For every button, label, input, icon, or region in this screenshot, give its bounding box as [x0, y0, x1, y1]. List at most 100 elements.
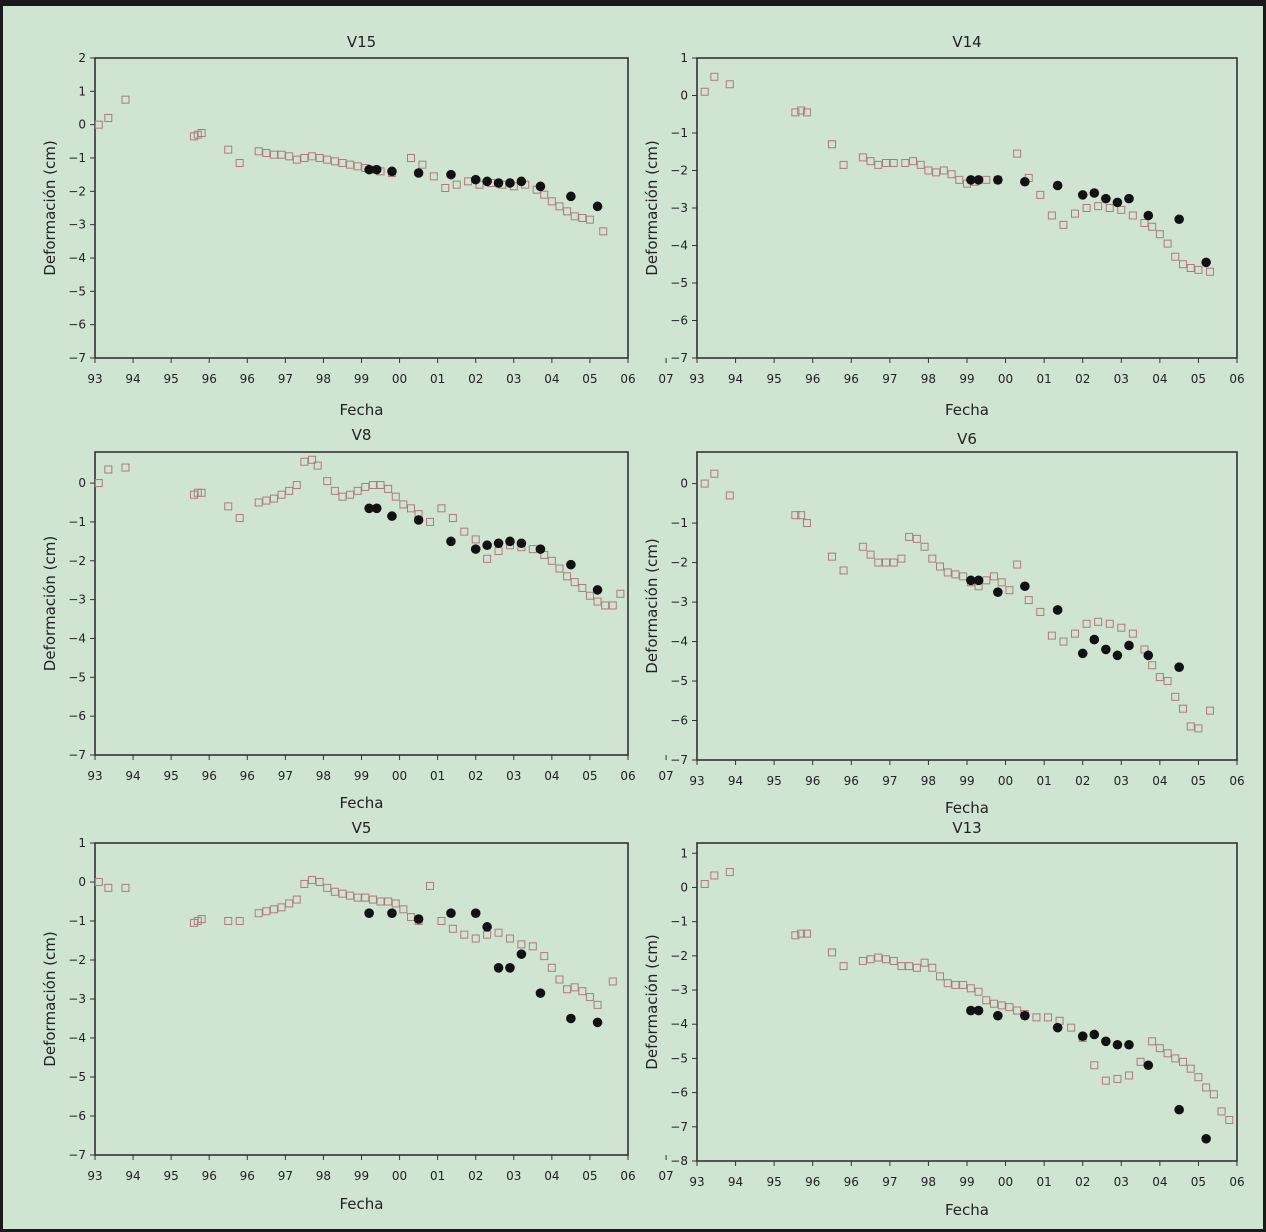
data-point-circle	[1143, 1060, 1154, 1071]
data-point-circle	[413, 515, 424, 525]
data-point-square	[277, 150, 286, 159]
data-point-square	[277, 490, 286, 499]
y-axis-label: Deformación (cm)	[643, 538, 661, 673]
data-point-circle	[482, 540, 492, 551]
x-tick-label: 04	[544, 769, 559, 783]
plot-area	[94, 451, 629, 756]
data-point-square	[292, 481, 301, 490]
x-tick-label: 01	[1037, 372, 1052, 386]
data-point-square	[483, 930, 492, 939]
x-tick-label: 96	[805, 774, 820, 788]
data-point-square	[262, 496, 271, 505]
data-point-square	[700, 479, 709, 488]
data-point-square	[1155, 1044, 1164, 1053]
data-point-square	[1005, 1003, 1014, 1012]
x-tick-label: 94	[728, 372, 743, 386]
x-tick-label: 05	[582, 769, 597, 783]
data-point-square	[889, 159, 898, 167]
data-point-circle	[470, 174, 481, 185]
data-point-square	[710, 469, 719, 478]
data-point-square	[916, 160, 925, 169]
data-point-square	[889, 558, 898, 567]
data-point-square	[866, 550, 875, 559]
data-point-square	[353, 162, 362, 171]
x-tick-label: 94	[728, 1175, 743, 1189]
x-tick-label: 05	[1191, 1175, 1206, 1189]
data-point-square	[555, 564, 564, 573]
data-point-square	[1140, 219, 1149, 227]
data-point-square	[285, 152, 294, 161]
y-axis-label: Deformación (cm)	[41, 536, 59, 671]
data-point-square	[346, 160, 355, 169]
data-point-square	[330, 157, 339, 166]
data-point-circle	[516, 176, 527, 187]
data-point-square	[1186, 264, 1195, 272]
data-point-circle	[505, 536, 515, 547]
data-point-square	[338, 159, 347, 167]
data-point-circle	[993, 587, 1003, 597]
data-point-circle	[535, 181, 546, 192]
data-point-square	[578, 987, 587, 996]
data-point-circle	[1101, 193, 1111, 204]
data-point-square	[939, 166, 948, 175]
data-point-square	[858, 956, 867, 965]
data-point-circle	[973, 175, 984, 185]
x-tick-label: 01	[430, 1169, 445, 1183]
data-point-square	[277, 903, 286, 912]
x-tick-label: 95	[164, 1169, 179, 1183]
data-point-circle	[1112, 650, 1123, 661]
data-point-square	[601, 601, 610, 610]
data-point-square	[1067, 1023, 1076, 1032]
data-point-square	[1105, 204, 1114, 212]
data-point-square	[1113, 1074, 1122, 1083]
data-point-square	[368, 481, 377, 490]
data-point-square	[593, 597, 602, 606]
y-tick-label: −2	[68, 953, 86, 967]
data-point-circle	[1020, 1010, 1030, 1021]
data-point-square	[928, 963, 937, 972]
data-point-square	[797, 106, 806, 115]
y-tick-label: −1	[670, 516, 688, 530]
data-point-circle	[1201, 1133, 1211, 1144]
y-axis-label: Deformación (cm)	[643, 934, 661, 1069]
data-point-square	[928, 554, 937, 563]
x-tick-label: 96	[240, 769, 255, 783]
data-point-circle	[1089, 188, 1100, 198]
data-point-square	[1105, 619, 1114, 628]
y-tick-label: −7	[68, 1148, 86, 1162]
data-point-square	[920, 542, 929, 551]
data-point-square	[315, 878, 324, 886]
data-point-square	[578, 214, 587, 222]
data-point-circle	[966, 575, 976, 586]
x-tick-label: 96	[844, 774, 859, 788]
y-tick-label: 1	[680, 846, 688, 860]
data-point-square	[1136, 1057, 1145, 1066]
data-point-square	[262, 907, 271, 916]
data-point-square	[1059, 637, 1068, 646]
y-tick-label: −1	[68, 515, 86, 529]
data-point-square	[608, 601, 617, 610]
data-point-square	[1179, 260, 1187, 269]
data-point-circle	[1020, 176, 1030, 187]
data-point-square	[505, 934, 514, 943]
data-point-square	[1013, 149, 1022, 158]
data-point-square	[608, 977, 617, 986]
data-point-square	[1047, 631, 1056, 640]
data-point-square	[593, 1000, 602, 1009]
data-point-square	[990, 572, 998, 581]
x-tick-label: 04	[1152, 1175, 1167, 1189]
y-tick-label: −7	[670, 753, 688, 767]
y-tick-label: −4	[68, 631, 86, 645]
x-tick-label: 04	[1152, 372, 1167, 386]
data-point-circle	[1124, 193, 1134, 204]
x-tick-label: 03	[506, 1169, 521, 1183]
data-point-square	[874, 558, 883, 567]
data-point-circle	[446, 536, 456, 547]
data-point-circle	[1201, 257, 1211, 268]
data-point-square	[426, 881, 435, 890]
data-point-square	[901, 159, 910, 167]
data-point-square	[1202, 1083, 1211, 1092]
x-tick-label: 05	[582, 1169, 597, 1183]
data-point-square	[94, 878, 103, 886]
